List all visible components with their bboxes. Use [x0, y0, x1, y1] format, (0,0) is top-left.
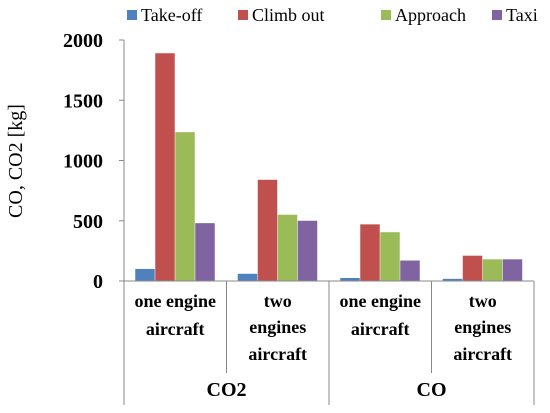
y-tick-label-0: 0 [93, 271, 103, 293]
legend-swatch-0 [127, 10, 137, 20]
category-label-2-0: one engine [339, 291, 421, 311]
legend-label-0: Take-off [141, 5, 202, 25]
category-label-0-0: one engine [134, 291, 216, 311]
y-tick-label-4: 2000 [63, 30, 103, 52]
bar-0-3 [195, 223, 215, 281]
group-labels: CO2 CO [207, 379, 447, 401]
y-axis-title: CO, CO2 [kg] [5, 104, 27, 218]
bar-0-2 [175, 132, 195, 281]
category-label-2-1: aircraft [351, 319, 410, 339]
bar-1-1 [258, 180, 278, 281]
y-tick-label-2: 1000 [63, 151, 103, 173]
legend-swatch-1 [238, 10, 248, 20]
bar-2-2 [380, 232, 400, 281]
category-label-1-0: two [264, 291, 292, 311]
bar-1-0 [238, 274, 258, 281]
bar-2-3 [400, 261, 420, 281]
bar-3-3 [503, 259, 523, 281]
group-label-1: CO [417, 379, 447, 401]
category-labels: one engine aircraft two engines aircraft one … [134, 291, 512, 364]
legend-label-3: Taxi [506, 5, 538, 25]
category-label-1-1: engines [249, 317, 306, 337]
bar-3-2 [483, 259, 503, 281]
bars [135, 53, 522, 281]
y-axis-ticks: 0 500 1000 1500 2000 [63, 30, 124, 293]
legend: Take-off Climb out Approach Taxi [127, 5, 538, 25]
category-label-3-1: engines [454, 317, 511, 337]
group-label-0: CO2 [207, 379, 247, 401]
bar-0-0 [135, 269, 155, 281]
category-label-3-2: aircraft [453, 344, 512, 364]
category-label-3-0: two [469, 291, 497, 311]
legend-label-2: Approach [395, 5, 466, 25]
bar-1-3 [298, 221, 318, 281]
legend-label-1: Climb out [252, 5, 325, 25]
bar-1-2 [278, 215, 298, 281]
legend-swatch-2 [381, 10, 391, 20]
legend-swatch-3 [492, 10, 502, 20]
y-tick-label-1: 500 [73, 211, 103, 233]
bar-0-1 [155, 53, 175, 281]
bar-3-1 [463, 256, 483, 281]
category-label-1-2: aircraft [248, 344, 307, 364]
category-label-0-1: aircraft [146, 319, 205, 339]
bar-2-1 [360, 224, 380, 281]
y-tick-label-3: 1500 [63, 90, 103, 112]
